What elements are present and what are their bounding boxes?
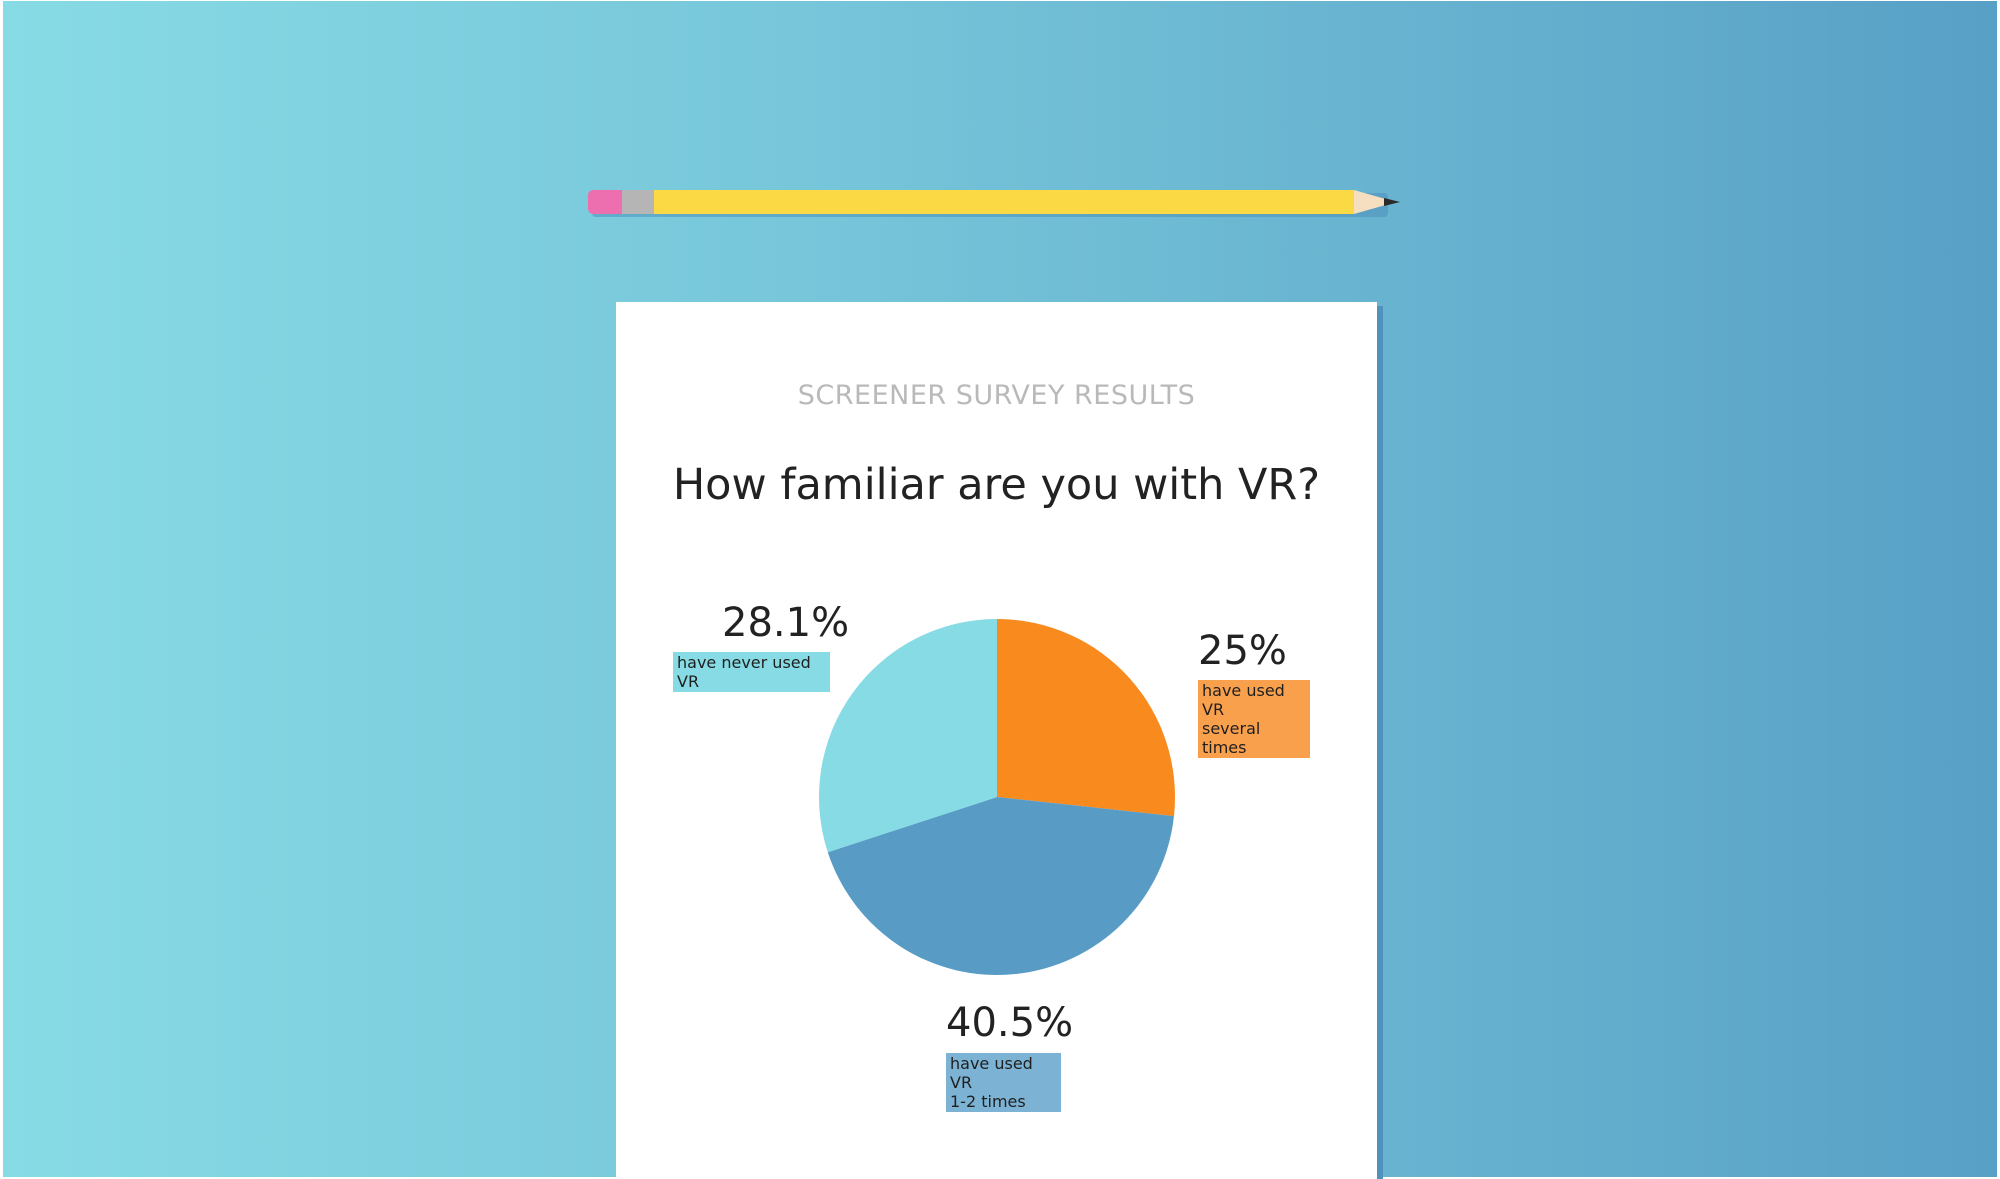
data-label-several: 25%: [1198, 628, 1287, 674]
pie-chart: [819, 619, 1175, 975]
data-label-one-two: 40.5%: [946, 1000, 1074, 1046]
chart-title: How familiar are you with VR?: [672, 460, 1321, 510]
category-tag-never: have never used VR: [673, 652, 830, 692]
data-label-never: 28.1%: [722, 600, 850, 646]
category-tag-one-two: have used VR 1-2 times: [946, 1053, 1061, 1112]
pie-slice-several: [997, 619, 1175, 817]
category-tag-several: have used VR several times: [1198, 680, 1310, 758]
pie-slice-one-two: [827, 797, 1174, 975]
pie-slice-never: [819, 619, 997, 853]
survey-eyebrow: SCREENER SURVEY RESULTS: [797, 380, 1196, 411]
pencil-icon: [588, 190, 1400, 217]
